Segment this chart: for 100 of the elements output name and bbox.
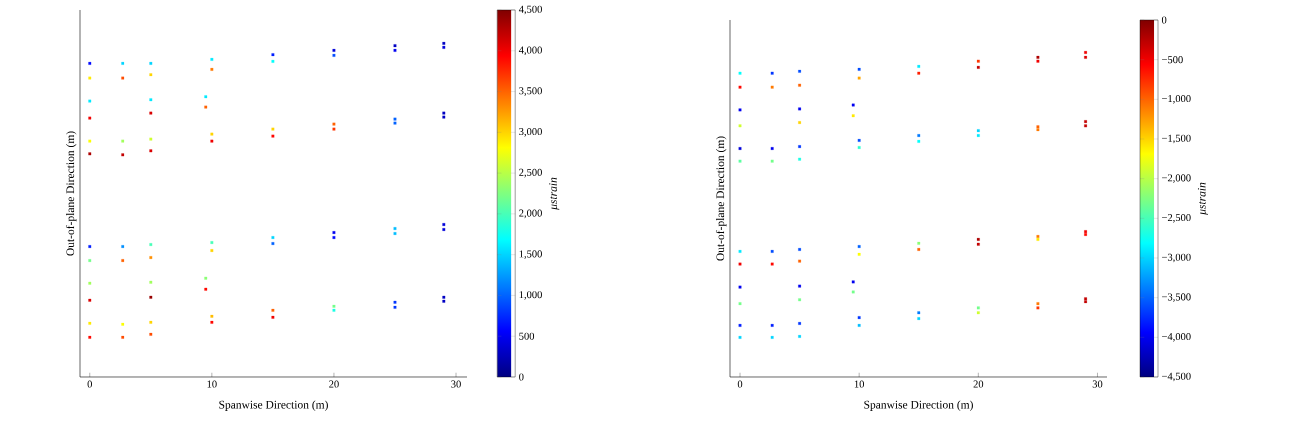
point [149,332,153,336]
point [738,71,742,75]
point [121,61,125,65]
point [798,322,801,325]
point [271,308,275,312]
color-bar-label: 4,000 [518,46,542,56]
point [393,48,397,52]
point [271,53,275,57]
point [210,132,214,136]
color-bar-label: 500 [519,332,535,340]
point [738,108,742,112]
point [121,245,125,248]
point [798,335,801,338]
point [121,335,125,339]
point [393,305,397,309]
point [1036,306,1040,310]
point [917,65,921,68]
point [738,336,742,339]
y-axis-title: Out-of-plane Direction (m) [65,131,77,256]
point [770,324,774,327]
point [332,122,336,126]
x-tick-label: 30 [1092,380,1103,388]
point [738,147,742,150]
color-bar-label: −3,000 [1162,253,1191,263]
point [332,236,336,239]
color-bar-label: −2,000 [1162,174,1191,183]
x-tick-label: 0 [737,380,743,388]
point [393,227,397,230]
point [271,315,275,319]
point [857,245,861,248]
point [798,145,801,148]
point [857,76,861,80]
point [857,146,861,149]
point [204,276,208,280]
point [332,127,336,131]
point [917,71,921,75]
point [271,127,275,131]
color-bar-label: −1,500 [1162,134,1191,144]
point [88,139,92,143]
point [798,298,801,302]
point [770,336,774,339]
point [149,98,153,102]
x-axis-title: Spanwise Direction (m) [864,400,973,411]
color-bar-label: 2,000 [519,209,542,219]
point [149,295,153,299]
point [798,107,801,111]
point [149,61,153,65]
point [976,134,980,137]
point [149,256,153,259]
color-bar-label: −4,000 [1162,333,1191,342]
x-tick-label: 30 [451,380,461,388]
point [204,95,208,99]
point [857,252,861,256]
point [210,320,214,324]
x-tick-label: 10 [854,380,865,388]
point [121,259,125,262]
color-bar-title: μstrain [549,177,560,210]
point [857,324,861,327]
point [204,105,208,109]
y-axis-title: Out-of-plane Direction (m) [715,136,727,261]
point [738,302,742,306]
color-bar-label: −2,500 [1162,214,1191,223]
color-bar-title: μstrain [1197,182,1208,215]
point [88,61,92,65]
point [393,117,397,121]
point [88,321,92,325]
point [332,308,336,312]
color-bar-label: −500 [1162,56,1183,64]
point [1084,124,1087,128]
point [88,116,92,120]
point [88,76,92,80]
point [738,124,742,128]
color-bar-label: 2,500 [519,168,542,178]
color-bar-label: 4,500 [518,5,542,15]
point [121,322,125,326]
point [88,259,92,262]
point [738,159,742,163]
point [798,121,801,124]
point [917,311,921,315]
point [149,280,153,284]
point [393,232,397,235]
point [857,316,861,320]
x-tick-label: 20 [973,380,984,388]
color-bar-label: 3,500 [519,87,542,96]
point [738,250,742,253]
point [149,149,153,153]
x-axis-title: Spanwise Direction (m) [219,400,328,411]
point [1036,302,1040,306]
point [1036,55,1040,59]
point [332,304,336,308]
point [1084,120,1087,123]
point [917,139,921,143]
point [88,281,92,285]
point [738,324,742,327]
point [121,153,125,157]
point [917,241,921,245]
point [917,248,921,251]
point [210,314,214,318]
point [976,59,980,63]
point [88,335,92,339]
